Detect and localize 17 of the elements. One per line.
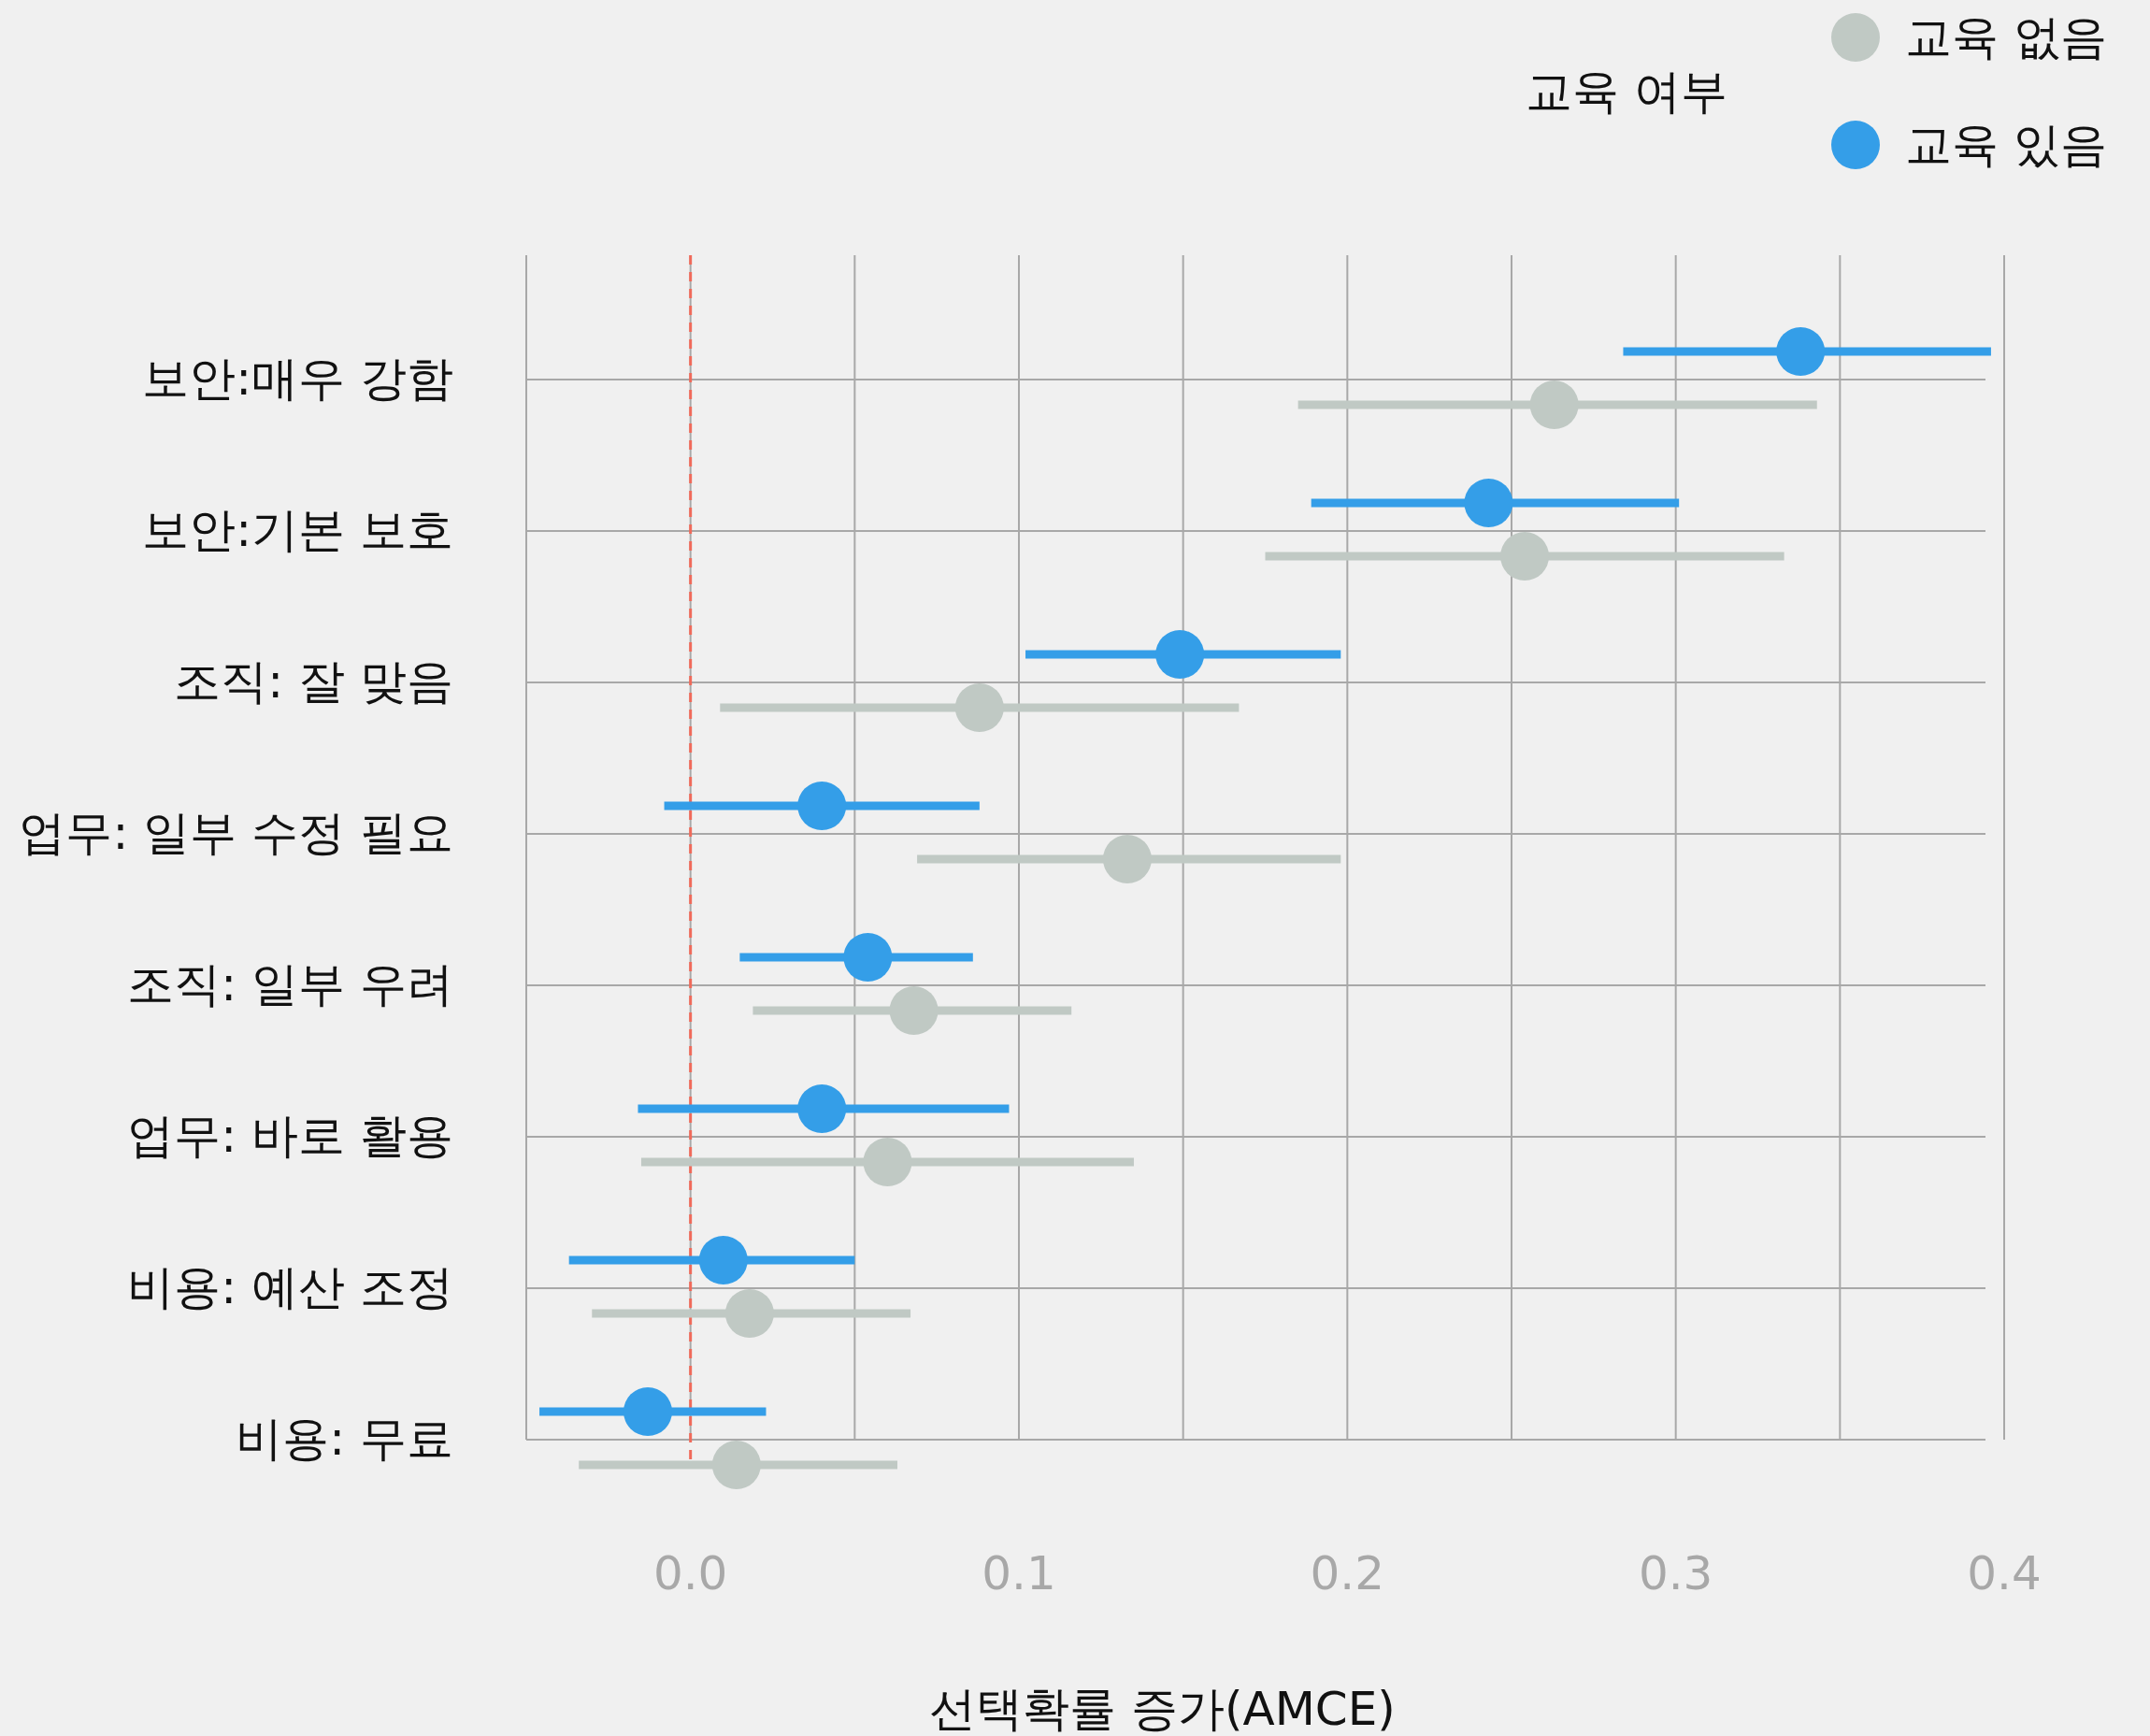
y-tick-label: 업무: 바로 활용 <box>127 1109 453 1163</box>
legend-title: 교육 여부 <box>1526 65 1727 119</box>
x-tick-label: 0.3 <box>1638 1546 1713 1600</box>
x-tick-label: 0.0 <box>652 1546 728 1600</box>
x-tick-label: 0.2 <box>1310 1546 1385 1600</box>
x-tick-label: 0.1 <box>982 1546 1056 1600</box>
y-tick-label: 보안:기본 보호 <box>142 503 453 557</box>
legend-label: 교육 없음 <box>1905 10 2107 65</box>
y-tick-label: 조직: 일부 우려 <box>127 957 453 1011</box>
y-tick-label: 보안:매우 강함 <box>142 352 453 406</box>
legend-label: 교육 있음 <box>1905 118 2107 172</box>
y-tick-label: 조직: 잘 맞음 <box>174 654 453 709</box>
y-tick-label: 업무: 일부 수정 필요 <box>19 806 453 860</box>
x-axis-title: 선택확률 증가(AMCE) <box>929 1682 1396 1736</box>
x-tick-label: 0.4 <box>1967 1546 2042 1600</box>
y-tick-label: 비용: 무료 <box>236 1412 453 1466</box>
y-tick-label: 비용: 예산 조정 <box>127 1260 453 1314</box>
